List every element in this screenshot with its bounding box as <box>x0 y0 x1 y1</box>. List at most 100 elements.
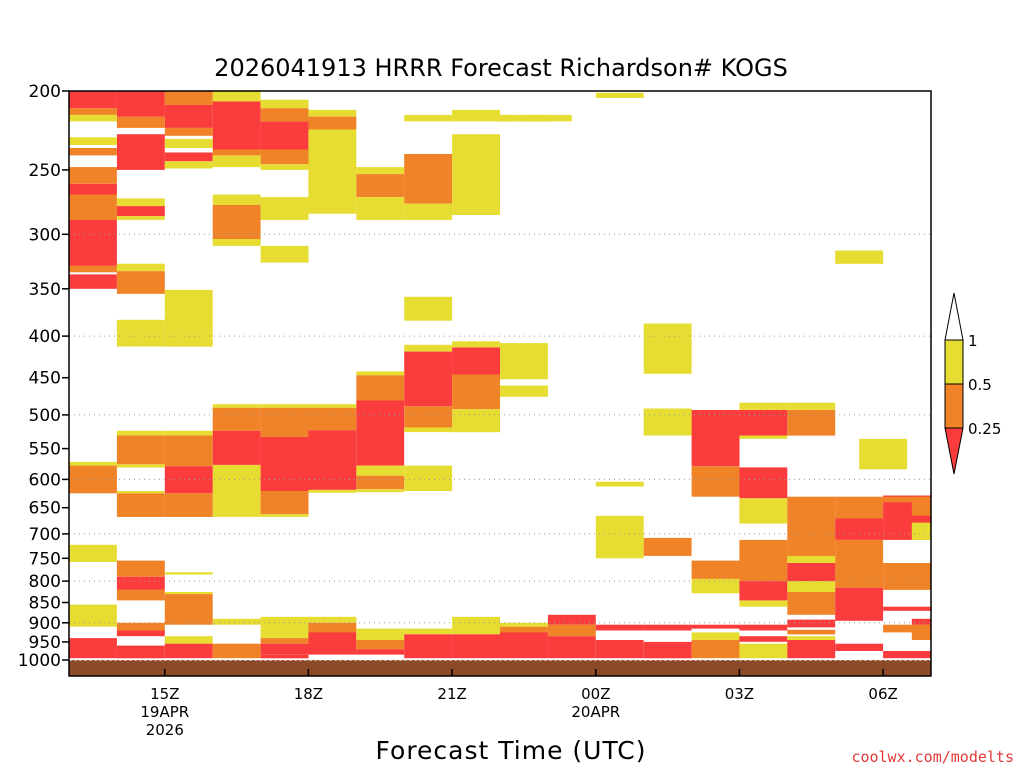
ri-cell-1 <box>116 91 165 117</box>
y-tick-label-550: 550 <box>29 440 61 460</box>
ri-cell-144 <box>116 589 165 601</box>
ri-cell-158 <box>356 628 405 640</box>
legend-swatch-below-025 <box>944 427 964 475</box>
ri-cell-10 <box>69 114 117 122</box>
ri-cell-123 <box>835 539 884 588</box>
ri-cell-4 <box>164 104 213 128</box>
plot-frame <box>68 90 932 677</box>
ri-cell-172 <box>595 624 644 631</box>
ri-cell-7 <box>260 108 309 122</box>
ri-cell-130 <box>911 522 931 540</box>
ri-cell-109 <box>739 410 788 436</box>
ri-cell-60 <box>452 341 500 348</box>
x-tick-label-2-1: 21Z <box>437 685 466 703</box>
y-tick-label-450: 450 <box>29 369 61 389</box>
ri-cell-173 <box>595 640 644 659</box>
ri-cell-100 <box>69 465 117 494</box>
ri-cell-170 <box>547 624 596 637</box>
ri-cell-121 <box>835 496 884 519</box>
ri-cell-34 <box>69 183 117 195</box>
ri-cell-50 <box>404 154 453 204</box>
credit-text[interactable]: coolwx.com/modelts <box>851 748 1014 766</box>
ri-cell-68 <box>356 371 405 376</box>
ri-cell-136 <box>739 539 788 582</box>
legend-label-2: 0.25 <box>968 420 1001 438</box>
ri-cell-67 <box>500 385 548 397</box>
ri-cell-108 <box>739 402 788 410</box>
ri-cell-33 <box>69 174 117 184</box>
ri-cell-39 <box>116 198 165 207</box>
ri-cell-41 <box>116 216 165 220</box>
ri-cell-194 <box>260 654 309 659</box>
ri-cell-21 <box>595 92 644 98</box>
ri-cell-132 <box>595 515 644 559</box>
ri-cell-29 <box>260 164 309 170</box>
ri-cell-66 <box>500 343 548 380</box>
ri-cell-156 <box>260 638 309 644</box>
ri-cell-3 <box>212 91 261 102</box>
ri-cell-116 <box>787 496 836 556</box>
ri-cell-16 <box>404 114 453 122</box>
ri-cell-146 <box>164 592 213 595</box>
y-tick-label-600: 600 <box>29 470 61 490</box>
ri-cell-14 <box>308 116 357 130</box>
ri-cell-59 <box>643 323 692 374</box>
ri-cell-53 <box>116 263 165 272</box>
y-tick-label-750: 750 <box>29 549 61 569</box>
ri-cell-52 <box>452 134 500 215</box>
legend-swatch-above-1 <box>944 292 964 341</box>
ri-cell-155 <box>308 632 357 655</box>
ri-cell-168 <box>500 640 548 659</box>
ri-cell-84 <box>260 491 309 515</box>
ri-cell-153 <box>308 616 357 623</box>
ri-cell-97 <box>116 493 165 517</box>
ri-cell-165 <box>500 622 548 627</box>
ri-cell-11 <box>116 116 165 128</box>
ri-cell-184 <box>787 640 836 659</box>
ri-cell-183 <box>787 636 836 640</box>
ri-cell-90 <box>116 430 165 436</box>
ri-cell-70 <box>356 400 405 466</box>
ri-cell-167 <box>500 632 548 640</box>
ri-cell-32 <box>69 167 117 175</box>
ri-cell-72 <box>356 475 405 490</box>
y-tick-label-1000: 1000 <box>18 651 61 671</box>
ri-cell-20 <box>523 114 572 122</box>
ri-cell-36 <box>69 219 117 266</box>
ri-cell-28 <box>260 149 309 165</box>
ri-cell-15 <box>308 129 357 214</box>
ri-cell-73 <box>356 489 405 493</box>
y-tick-label-700: 700 <box>29 525 61 545</box>
ri-cell-82 <box>260 407 309 437</box>
ri-cell-96 <box>164 493 213 517</box>
ri-cell-193 <box>212 643 261 659</box>
ri-cell-102 <box>69 604 117 627</box>
ri-cell-157 <box>260 643 309 655</box>
ri-cell-175 <box>643 641 692 659</box>
y-tick-label-500: 500 <box>29 406 61 426</box>
ri-cell-171 <box>547 636 596 659</box>
ri-cell-80 <box>212 465 261 517</box>
ground-fill <box>69 660 931 676</box>
ri-cell-142 <box>116 560 165 577</box>
ri-cell-166 <box>500 626 548 633</box>
y-tick-label-900: 900 <box>29 614 61 634</box>
ri-cell-159 <box>356 640 405 650</box>
ri-cell-6 <box>260 99 309 109</box>
ri-cell-192 <box>164 643 213 659</box>
ri-cell-62 <box>404 351 453 407</box>
ri-cell-19 <box>500 114 515 122</box>
ri-cell-43 <box>212 204 261 240</box>
ri-cell-154 <box>308 622 357 633</box>
ri-cell-87 <box>308 407 357 431</box>
ri-cell-152 <box>260 616 309 639</box>
x-tick-label-5-1: 06Z <box>868 685 897 703</box>
ri-cell-57 <box>404 296 453 321</box>
ri-cell-105 <box>691 410 740 436</box>
ri-cell-169 <box>547 614 596 625</box>
ri-cell-160 <box>356 649 405 655</box>
ri-cell-47 <box>356 167 405 175</box>
chart-title: 2026041913 HRRR Forecast Richardson# KOG… <box>214 54 788 82</box>
y-tick-label-400: 400 <box>29 327 61 347</box>
